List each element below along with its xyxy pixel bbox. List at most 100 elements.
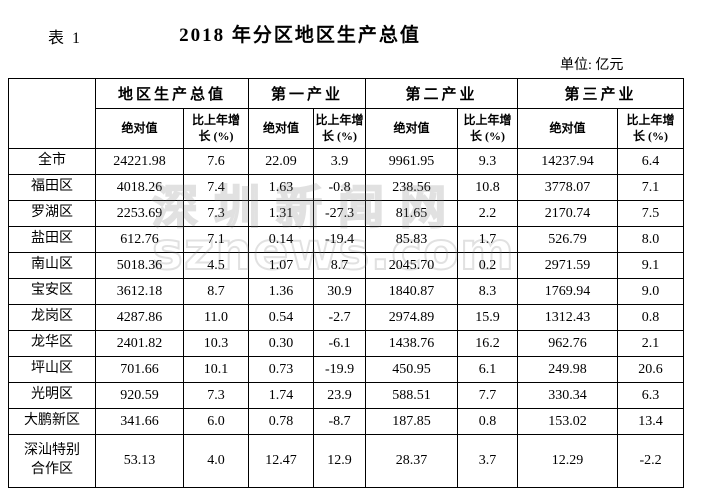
table-row: 龙华区 2401.82 10.3 0.30 -6.1 1438.76 16.2 962.76 2… xyxy=(8,330,685,357)
region-name-cell: 南山区 xyxy=(8,252,96,279)
value-cell: 10.1 xyxy=(182,356,250,383)
region-name-cell: 大鹏新区 xyxy=(8,408,96,435)
value-cell: 2401.82 xyxy=(95,330,184,357)
value-cell: 153.02 xyxy=(517,408,619,435)
value-cell: 6.0 xyxy=(182,408,250,435)
value-cell: 526.79 xyxy=(517,226,619,253)
value-cell: 2974.89 xyxy=(365,304,459,331)
table-row: 深汕特别合作区 53.13 4.0 12.47 12.9 28.37 3.7 12.29 -2.… xyxy=(8,434,685,488)
region-name-cell: 坪山区 xyxy=(8,356,96,383)
value-cell: 920.59 xyxy=(95,382,184,409)
value-cell: 6.3 xyxy=(617,382,685,409)
value-cell: 53.13 xyxy=(95,434,184,488)
value-cell: 7.1 xyxy=(617,174,685,201)
corner-cell xyxy=(8,78,96,149)
value-cell: 12.29 xyxy=(517,434,619,488)
col-header-absolute-value: 绝对值 xyxy=(365,108,459,149)
value-cell: 1769.94 xyxy=(517,278,619,305)
value-cell: 81.65 xyxy=(365,200,459,227)
value-cell: 1312.43 xyxy=(517,304,619,331)
value-cell: 187.85 xyxy=(365,408,459,435)
value-cell: 1.63 xyxy=(248,174,315,201)
table-row: 龙岗区 4287.86 11.0 0.54 -2.7 2974.89 15.9 1312.43… xyxy=(8,304,685,331)
region-name-cell: 盐田区 xyxy=(8,226,96,253)
value-cell: 13.4 xyxy=(617,408,685,435)
table-row: 南山区 5018.36 4.5 1.07 8.7 2045.70 0.2 2971.59 9.1 xyxy=(8,252,685,279)
group-header-tertiary-industry: 第三产业 xyxy=(517,78,685,109)
value-cell: 3612.18 xyxy=(95,278,184,305)
page-title: 2018 年分区地区生产总值 xyxy=(179,25,421,46)
value-cell: 1840.87 xyxy=(365,278,459,305)
region-name-cell: 全市 xyxy=(8,148,96,175)
region-name-cell: 光明区 xyxy=(8,382,96,409)
value-cell: -6.1 xyxy=(313,330,367,357)
value-cell: 7.4 xyxy=(182,174,250,201)
value-cell: 8.0 xyxy=(617,226,685,253)
region-name-cell: 深汕特别合作区 xyxy=(8,434,96,488)
col-header-growth: 比上年增 长 (%) xyxy=(457,108,519,149)
value-cell: 23.9 xyxy=(313,382,367,409)
value-cell: 7.3 xyxy=(182,200,250,227)
group-header-gdp: 地区生产总值 xyxy=(94,78,250,109)
value-cell: 1.7 xyxy=(457,226,519,253)
value-cell: 2.2 xyxy=(457,200,519,227)
gdp-table: 地区生产总值 第一产业 第二产业 第三产业 绝对值 比上年增 长 (%) 绝对值… xyxy=(8,78,685,488)
value-cell: 3.7 xyxy=(457,434,519,488)
value-cell: 8.3 xyxy=(457,278,519,305)
value-cell: -0.8 xyxy=(313,174,367,201)
col-header-absolute-value: 绝对值 xyxy=(517,108,619,149)
value-cell: -8.7 xyxy=(313,408,367,435)
value-cell: 20.6 xyxy=(617,356,685,383)
col-header-absolute-value: 绝对值 xyxy=(95,108,184,149)
value-cell: 3.9 xyxy=(313,148,367,175)
value-cell: 612.76 xyxy=(95,226,184,253)
group-header-row: 地区生产总值 第一产业 第二产业 第三产业 xyxy=(8,78,685,149)
value-cell: 12.47 xyxy=(248,434,315,488)
value-cell: 7.1 xyxy=(182,226,250,253)
value-cell: 2170.74 xyxy=(517,200,619,227)
value-cell: 0.2 xyxy=(457,252,519,279)
table-row: 福田区 4018.26 7.4 1.63 -0.8 238.56 10.8 3778.07 7.… xyxy=(8,174,685,201)
value-cell: 249.98 xyxy=(517,356,619,383)
value-cell: 4018.26 xyxy=(95,174,184,201)
value-cell: 30.9 xyxy=(313,278,367,305)
value-cell: 701.66 xyxy=(95,356,184,383)
value-cell: 0.14 xyxy=(248,226,315,253)
value-cell: 0.73 xyxy=(248,356,315,383)
value-cell: 2045.70 xyxy=(365,252,459,279)
col-header-growth: 比上年增 长 (%) xyxy=(313,108,367,149)
value-cell: 12.9 xyxy=(313,434,367,488)
value-cell: 16.2 xyxy=(457,330,519,357)
col-header-absolute-value: 绝对值 xyxy=(248,108,315,149)
value-cell: 14237.94 xyxy=(517,148,619,175)
value-cell: -27.3 xyxy=(313,200,367,227)
value-cell: 7.7 xyxy=(457,382,519,409)
value-cell: 1.74 xyxy=(248,382,315,409)
region-name-cell: 宝安区 xyxy=(8,278,96,305)
table-row: 全市 24221.98 7.6 22.09 3.9 9961.95 9.3 14237.94 6… xyxy=(8,148,685,175)
sub-header-row: 绝对值 比上年增 长 (%) 绝对值 比上年增 长 (%) 绝对值 比上年增 长… xyxy=(9,108,685,149)
value-cell: 8.7 xyxy=(313,252,367,279)
region-name-cell: 福田区 xyxy=(8,174,96,201)
group-header-secondary-industry: 第二产业 xyxy=(365,78,519,109)
value-cell: 6.1 xyxy=(457,356,519,383)
value-cell: 7.5 xyxy=(617,200,685,227)
value-cell: -19.9 xyxy=(313,356,367,383)
value-cell: 1.31 xyxy=(248,200,315,227)
value-cell: 85.83 xyxy=(365,226,459,253)
value-cell: 4.5 xyxy=(182,252,250,279)
value-cell: 0.30 xyxy=(248,330,315,357)
value-cell: 2971.59 xyxy=(517,252,619,279)
value-cell: 1438.76 xyxy=(365,330,459,357)
table-row: 光明区 920.59 7.3 1.74 23.9 588.51 7.7 330.34 6.3 xyxy=(8,382,685,409)
value-cell: 4.0 xyxy=(182,434,250,488)
value-cell: 2253.69 xyxy=(95,200,184,227)
value-cell: 588.51 xyxy=(365,382,459,409)
value-cell: 5018.36 xyxy=(95,252,184,279)
value-cell: 0.8 xyxy=(617,304,685,331)
value-cell: 9.0 xyxy=(617,278,685,305)
value-cell: 2.1 xyxy=(617,330,685,357)
region-name-cell: 龙岗区 xyxy=(8,304,96,331)
table-row: 宝安区 3612.18 8.7 1.36 30.9 1840.87 8.3 1769.94 9.… xyxy=(8,278,685,305)
